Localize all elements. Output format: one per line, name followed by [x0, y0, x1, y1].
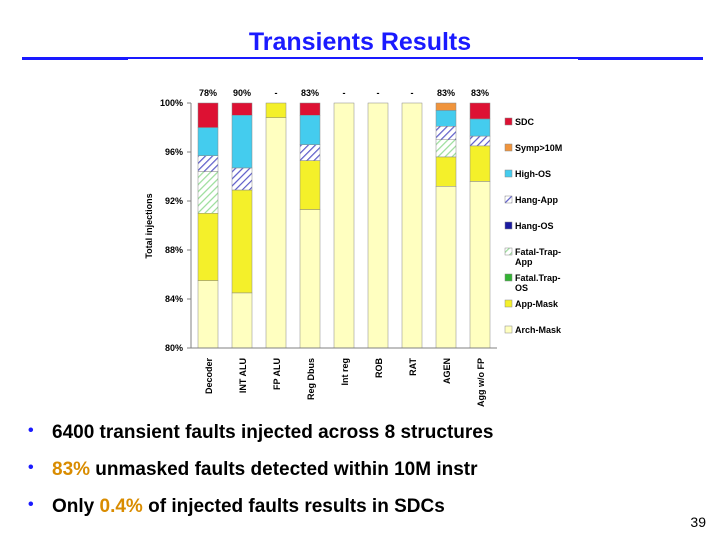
bar-segment: [197, 102, 219, 128]
x-tick-label: Decoder: [204, 358, 214, 395]
bar-segment: [435, 186, 457, 349]
y-tick-label: 96%: [165, 147, 183, 157]
bar-segment: [265, 102, 287, 118]
bar-segment: [469, 181, 491, 349]
bar-segment: [299, 115, 321, 145]
y-tick-label: 92%: [165, 196, 183, 206]
bar-segment: [197, 155, 219, 172]
legend-swatch: [504, 195, 513, 204]
y-tick-label: 100%: [160, 98, 183, 108]
legend-swatch: [504, 143, 513, 152]
x-tick-label: RAT: [408, 358, 418, 376]
bar-segment: [469, 102, 491, 120]
legend-label: High-OS: [515, 169, 551, 179]
bar-segment: [197, 171, 219, 214]
bar-segment: [231, 292, 253, 349]
bullet-text: 6400 transient faults injected across 8 …: [52, 422, 494, 443]
legend-swatch: [504, 273, 513, 282]
bar-segment: [469, 145, 491, 182]
y-tick-label: 84%: [165, 294, 183, 304]
y-tick-label: 80%: [165, 343, 183, 353]
bar-segment: [265, 117, 287, 349]
x-tick-label: ROB: [374, 358, 384, 379]
bar-top-label: 78%: [199, 88, 217, 98]
bar-top-label: 83%: [301, 88, 319, 98]
bar-segment: [231, 115, 253, 169]
bar-top-label: -: [275, 88, 278, 98]
bar-segment: [435, 126, 457, 141]
bar-segment: [435, 156, 457, 187]
legend-swatch: [504, 247, 513, 256]
legend-swatch: [504, 221, 513, 230]
bar-segment: [469, 135, 491, 147]
bar-segment: [299, 102, 321, 116]
x-tick-label: FP ALU: [272, 358, 282, 390]
bullet-text: 83% unmasked faults detected within 10M …: [52, 459, 478, 480]
page-number: 39: [690, 514, 706, 530]
bar-top-label: 90%: [233, 88, 251, 98]
legend-label: App-Mask: [515, 299, 559, 309]
legend-label: Hang-OS: [515, 221, 554, 231]
legend-label: Fatal.Trap-OS: [515, 273, 561, 293]
legend-label: Arch-Mask: [515, 325, 562, 335]
legend-label: Hang-App: [515, 195, 558, 205]
bar-top-label: -: [411, 88, 414, 98]
title-underline: [128, 57, 578, 59]
bar-segment: [231, 167, 253, 191]
bullet-item: • 6400 transient faults injected across …: [28, 422, 688, 459]
x-tick-label: AGEN: [442, 358, 452, 384]
bullet-item: • Only 0.4% of injected faults results i…: [28, 496, 688, 533]
bullet-text: Only 0.4% of injected faults results in …: [52, 496, 445, 517]
bar-top-label: 83%: [471, 88, 489, 98]
title-rule-left: [22, 57, 128, 60]
legend-swatch: [504, 169, 513, 178]
bar-segment: [469, 118, 491, 137]
title-bar: Transients Results: [0, 26, 720, 66]
legend-swatch: [504, 299, 513, 308]
bullet-dot: •: [28, 496, 34, 513]
bar-segment: [333, 102, 355, 349]
bar-segment: [197, 127, 219, 156]
highlight-value: 83%: [52, 459, 91, 480]
x-tick-label: INT ALU: [238, 358, 248, 393]
legend-label: SDC: [515, 117, 535, 127]
legend-label: Fatal-Trap-App: [515, 247, 561, 267]
x-tick-label: Reg Dbus: [306, 358, 316, 400]
legend-label: Symp>10M: [515, 143, 562, 153]
bar-top-label: -: [377, 88, 380, 98]
bar-segment: [299, 144, 321, 161]
bar-top-label: -: [343, 88, 346, 98]
x-tick-label: Int reg: [340, 358, 350, 386]
y-tick-label: 88%: [165, 245, 183, 255]
bar-segment: [435, 139, 457, 158]
bar-segment: [197, 213, 219, 281]
y-axis-label: Total injections: [144, 193, 154, 258]
bar-segment: [299, 160, 321, 210]
bar-segment: [401, 102, 423, 349]
bar-segment: [435, 102, 457, 111]
slide-title: Transients Results: [248, 28, 472, 56]
bullet-list: • 6400 transient faults injected across …: [28, 422, 688, 533]
bar-segment: [231, 102, 253, 116]
x-tick-label: Agg w/o FP: [476, 358, 486, 407]
legend-swatch: [504, 325, 513, 334]
bar-segment: [435, 110, 457, 127]
bullet-dot: •: [28, 422, 34, 439]
highlight-value: 0.4%: [99, 496, 143, 517]
bullet-dot: •: [28, 459, 34, 476]
bar-segment: [367, 102, 389, 349]
bar-top-label: 83%: [437, 88, 455, 98]
title-rule-right: [578, 57, 703, 60]
bullet-item: • 83% unmasked faults detected within 10…: [28, 459, 688, 496]
bar-segment: [231, 189, 253, 294]
bar-segment: [197, 280, 219, 349]
bar-segment: [299, 209, 321, 349]
stacked-bar-chart: 80% 84% 88% 92% 96% 100% Total injections Deco…: [144, 88, 562, 407]
legend-swatch: [504, 117, 513, 126]
